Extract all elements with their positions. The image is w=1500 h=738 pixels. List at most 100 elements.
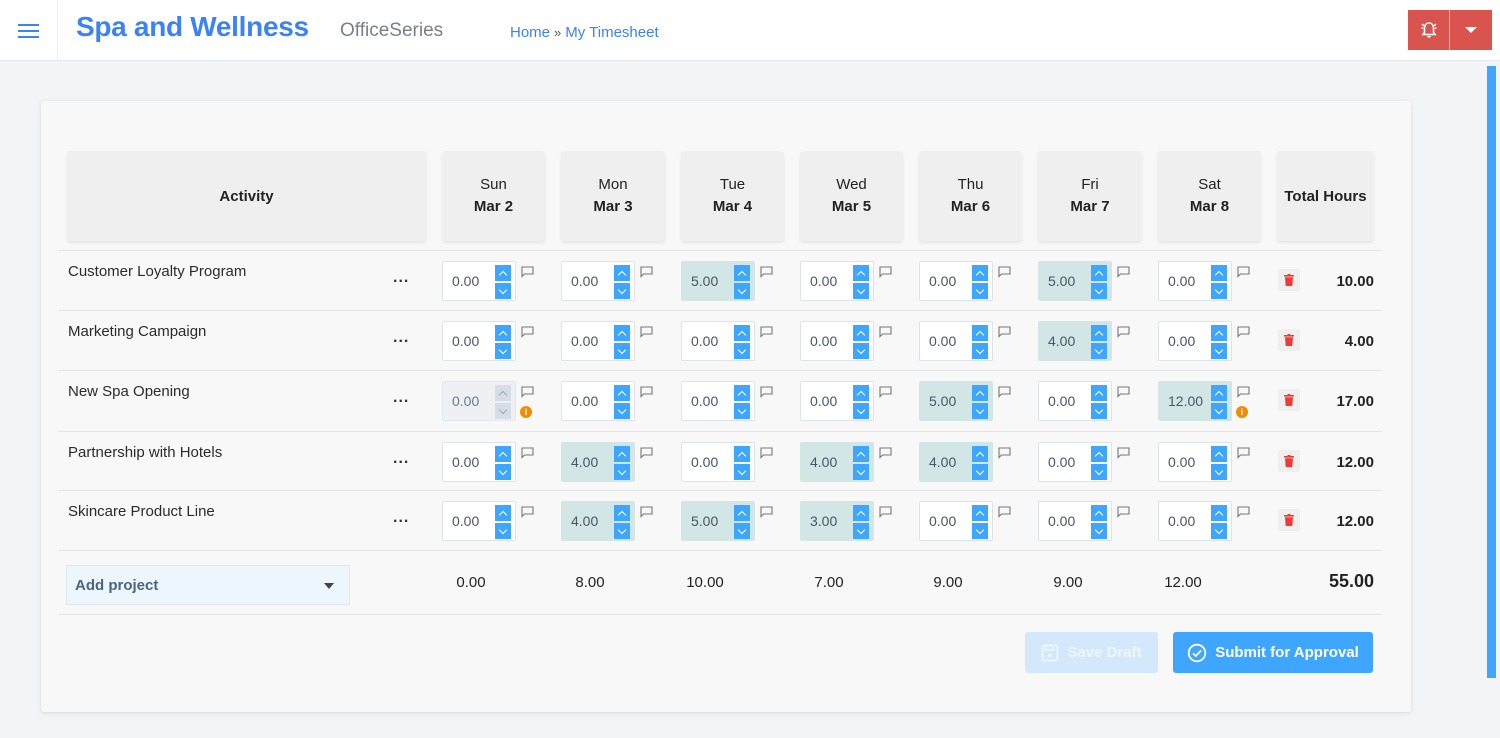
decrement-button[interactable] — [495, 343, 511, 359]
hours-value[interactable]: 0.00 — [810, 393, 838, 409]
hours-value[interactable]: 0.00 — [929, 513, 957, 529]
breadcrumb-home[interactable]: Home — [510, 24, 551, 41]
app-brand[interactable]: Spa and Wellness — [76, 11, 309, 42]
hours-input[interactable]: 0.00 — [681, 381, 755, 421]
decrement-button[interactable] — [853, 523, 869, 539]
decrement-button[interactable] — [972, 403, 988, 419]
comment-icon[interactable] — [998, 506, 1011, 518]
comment-icon[interactable] — [879, 266, 892, 278]
increment-button[interactable] — [972, 325, 988, 341]
decrement-button[interactable] — [853, 283, 869, 299]
hours-value[interactable]: 3.00 — [810, 513, 838, 529]
delete-row-button[interactable] — [1278, 389, 1300, 411]
decrement-button[interactable] — [972, 343, 988, 359]
decrement-button[interactable] — [1091, 403, 1107, 419]
decrement-button[interactable] — [614, 403, 630, 419]
comment-icon[interactable] — [1117, 266, 1130, 278]
delete-row-button[interactable] — [1278, 329, 1300, 351]
increment-button[interactable] — [853, 505, 869, 521]
increment-button[interactable] — [1091, 325, 1107, 341]
add-project-dropdown[interactable]: Add project — [66, 565, 350, 605]
hours-value[interactable]: 5.00 — [929, 393, 957, 409]
increment-button[interactable] — [614, 265, 630, 281]
decrement-button[interactable] — [853, 343, 869, 359]
hours-value[interactable]: 0.00 — [452, 513, 480, 529]
decrement-button[interactable] — [614, 523, 630, 539]
hours-input[interactable]: 4.00 — [1038, 321, 1112, 361]
hours-input[interactable]: 0.00 — [1038, 442, 1112, 482]
decrement-button[interactable] — [1211, 523, 1227, 539]
hours-input[interactable]: 0.00 — [442, 261, 516, 301]
decrement-button[interactable] — [1211, 283, 1227, 299]
hours-value[interactable]: 0.00 — [452, 454, 480, 470]
comment-icon[interactable] — [998, 326, 1011, 338]
activity-more-button[interactable]: ... — [393, 450, 410, 467]
hours-input[interactable]: 4.00 — [919, 442, 993, 482]
increment-button[interactable] — [972, 265, 988, 281]
increment-button[interactable] — [495, 265, 511, 281]
increment-button[interactable] — [972, 446, 988, 462]
comment-icon[interactable] — [879, 447, 892, 459]
increment-button[interactable] — [1091, 505, 1107, 521]
increment-button[interactable] — [734, 446, 750, 462]
decrement-button[interactable] — [972, 523, 988, 539]
hamburger-menu-button[interactable] — [0, 0, 58, 61]
delete-row-button[interactable] — [1278, 269, 1300, 291]
comment-icon[interactable] — [1237, 326, 1250, 338]
comment-icon[interactable] — [1237, 386, 1250, 398]
hours-input[interactable]: 5.00 — [681, 261, 755, 301]
increment-button[interactable] — [734, 505, 750, 521]
hours-input[interactable]: 0.00 — [919, 321, 993, 361]
decrement-button[interactable] — [614, 343, 630, 359]
hours-input[interactable]: 0.00 — [919, 261, 993, 301]
comment-icon[interactable] — [1117, 447, 1130, 459]
decrement-button[interactable] — [1211, 343, 1227, 359]
hours-input[interactable]: 4.00 — [800, 442, 874, 482]
decrement-button[interactable] — [734, 283, 750, 299]
comment-icon[interactable] — [640, 506, 653, 518]
hours-value[interactable]: 0.00 — [452, 273, 480, 289]
hours-value[interactable]: 0.00 — [571, 333, 599, 349]
decrement-button[interactable] — [1211, 464, 1227, 480]
page-scrollbar[interactable] — [1487, 66, 1496, 678]
hours-input[interactable]: 0.00 — [1158, 501, 1232, 541]
info-warning-icon[interactable]: i — [1236, 406, 1248, 418]
save-draft-button[interactable]: Save Draft — [1025, 632, 1158, 673]
comment-icon[interactable] — [640, 326, 653, 338]
hours-input[interactable]: 4.00 — [561, 501, 635, 541]
hours-input[interactable]: 0.00 — [800, 381, 874, 421]
hours-value[interactable]: 5.00 — [691, 513, 719, 529]
hours-input[interactable]: 0.00 — [800, 261, 874, 301]
comment-icon[interactable] — [760, 266, 773, 278]
comment-icon[interactable] — [640, 266, 653, 278]
increment-button[interactable] — [1091, 446, 1107, 462]
increment-button[interactable] — [853, 385, 869, 401]
hours-input[interactable]: 0.00 — [681, 442, 755, 482]
hours-value[interactable]: 0.00 — [1048, 513, 1076, 529]
hours-input[interactable]: 0.00 — [681, 321, 755, 361]
comment-icon[interactable] — [1117, 506, 1130, 518]
increment-button[interactable] — [734, 325, 750, 341]
comment-icon[interactable] — [1117, 326, 1130, 338]
alarm-dropdown-toggle[interactable] — [1450, 10, 1492, 50]
increment-button[interactable] — [614, 505, 630, 521]
breadcrumb-my-timesheet[interactable]: My Timesheet — [565, 24, 659, 41]
alarm-button[interactable] — [1408, 10, 1450, 50]
info-warning-icon[interactable]: i — [520, 406, 532, 418]
increment-button[interactable] — [1091, 385, 1107, 401]
comment-icon[interactable] — [879, 386, 892, 398]
activity-more-button[interactable]: ... — [393, 269, 410, 286]
comment-icon[interactable] — [760, 447, 773, 459]
submit-for-approval-button[interactable]: Submit for Approval — [1173, 632, 1373, 673]
decrement-button[interactable] — [734, 343, 750, 359]
increment-button[interactable] — [495, 325, 511, 341]
hours-value[interactable]: 0.00 — [691, 454, 719, 470]
hours-input[interactable]: 0.00 — [1158, 261, 1232, 301]
hours-value[interactable]: 4.00 — [571, 454, 599, 470]
comment-icon[interactable] — [760, 386, 773, 398]
increment-button[interactable] — [1091, 265, 1107, 281]
activity-more-button[interactable]: ... — [393, 389, 410, 406]
hours-input[interactable]: 0.00 — [1038, 381, 1112, 421]
hours-input[interactable]: 0.00 — [442, 321, 516, 361]
hours-input[interactable]: 0.00 — [919, 501, 993, 541]
